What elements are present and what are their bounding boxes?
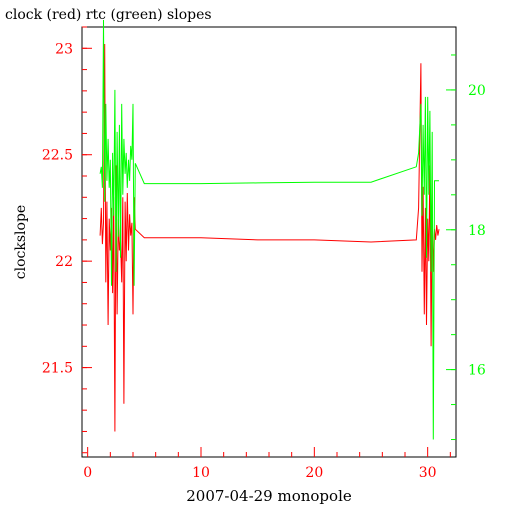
x-tick-label: 20 xyxy=(305,465,323,481)
y2-tick-label: 18 xyxy=(468,223,486,239)
y2-tick-label: 16 xyxy=(468,363,486,379)
plot-frame xyxy=(81,26,457,458)
x-tick-label: 30 xyxy=(419,465,437,481)
chart-title: clock (red) rtc (green) slopes xyxy=(5,7,212,23)
y-tick-label: 22.5 xyxy=(42,148,73,164)
rtc-series-line xyxy=(99,19,439,440)
y-tick-label: 21.5 xyxy=(42,361,73,377)
y-tick-label: 23 xyxy=(55,41,73,57)
y-tick-label: 22 xyxy=(55,254,73,270)
y-axis-label: clockslope xyxy=(13,205,29,279)
y2-tick-label: 20 xyxy=(468,83,486,99)
x-axis-label: 2007-04-29 monopole xyxy=(186,487,352,505)
clock-series-line xyxy=(99,43,440,432)
x-tick-label: 10 xyxy=(192,465,210,481)
x-tick-label: 0 xyxy=(83,465,92,481)
